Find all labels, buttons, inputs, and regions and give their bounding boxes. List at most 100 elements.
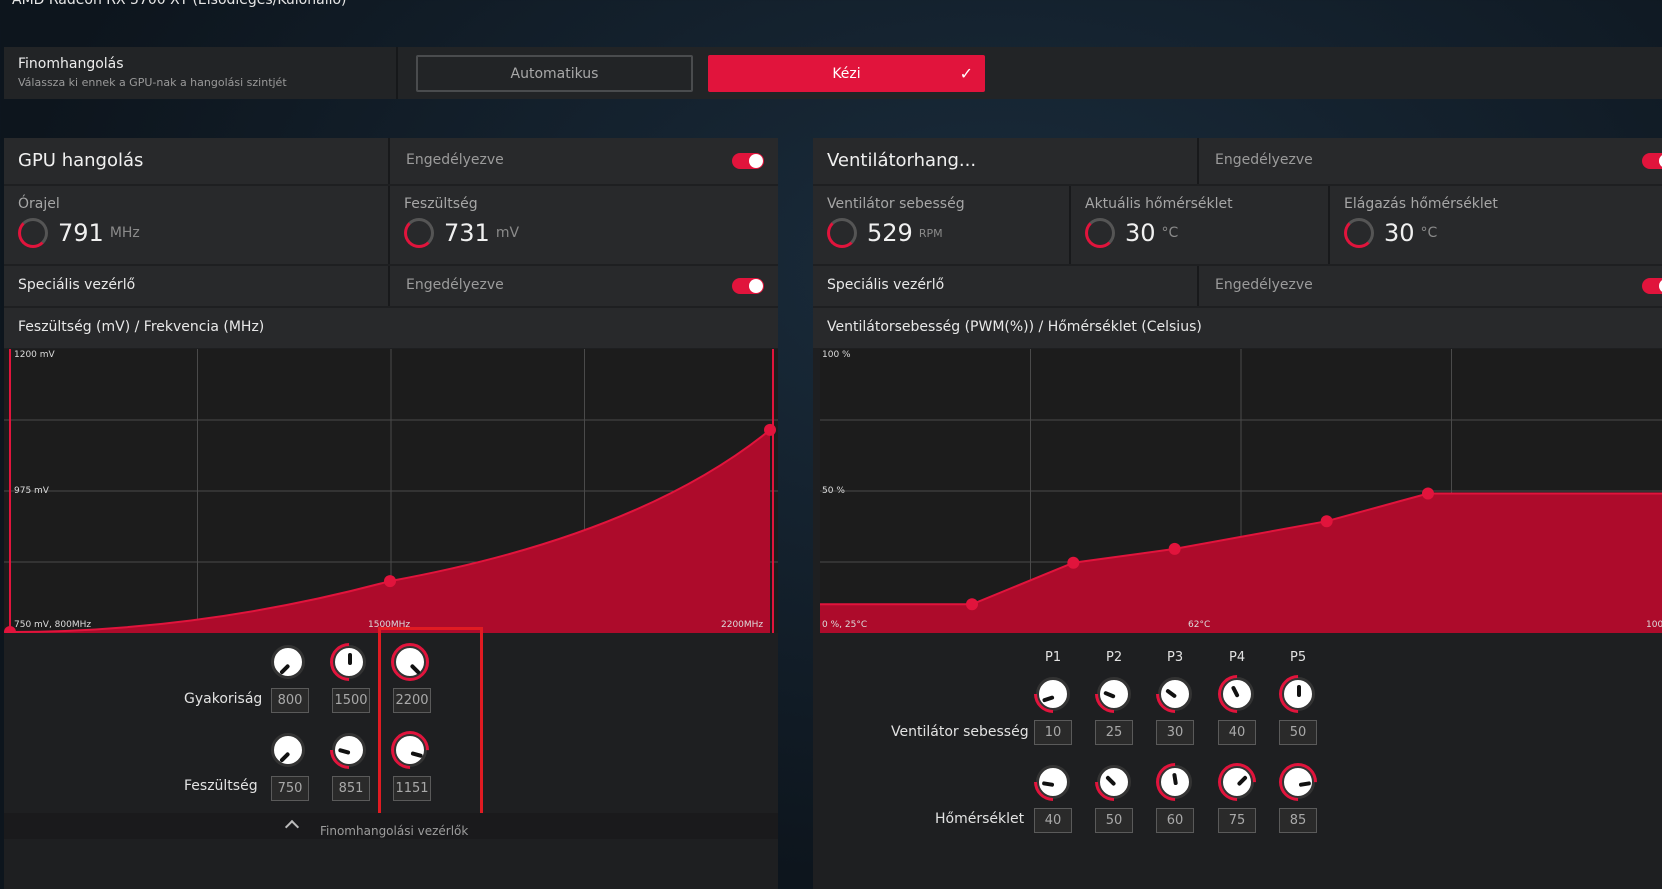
voltage-point-3 [764, 423, 776, 436]
voltage-knob-1[interactable] [271, 733, 305, 767]
gpu-x-mid-label: 1500MHz [368, 620, 411, 630]
junction-temp-label: Elágazás hőmérséklet [1344, 196, 1498, 212]
knob-needle [1297, 685, 1301, 697]
fan-special-enabled-cell: Engedélyezve [1199, 266, 1662, 306]
fan-point-5 [1422, 487, 1434, 500]
gpu-special-label: Speciális vezérlő [18, 277, 136, 293]
gpu-special-toggle[interactable] [732, 278, 764, 294]
gpu-special-row: Speciális vezérlő Engedélyezve [4, 266, 778, 306]
fan-origin-label: 0 %, 25°C [822, 620, 868, 630]
gpu-special-enabled: Engedélyezve [406, 277, 504, 293]
voltage-value-2[interactable]: 851 [332, 776, 370, 801]
frequency-value-1[interactable]: 800 [271, 688, 309, 713]
voltage-metric: Feszültség 731 mV [390, 186, 778, 264]
temperature-knob-p5[interactable] [1271, 755, 1325, 809]
junction-temp-unit: °C [1420, 225, 1438, 241]
fan-speed-value-p3[interactable]: 30 [1156, 720, 1194, 745]
fan-speed-value-p5[interactable]: 50 [1279, 720, 1317, 745]
junction-temp-gauge-icon [1344, 218, 1374, 248]
clock-value: 791 [58, 219, 104, 247]
temperature-value-p3[interactable]: 60 [1156, 808, 1194, 833]
voltage-knob-2[interactable] [322, 723, 376, 777]
fan-special-label: Speciális vezérlő [827, 277, 945, 293]
manual-label: Kézi [832, 65, 861, 82]
gpu-y-top-label: 1200 mV [14, 350, 55, 360]
frequency-knob-1[interactable] [271, 645, 305, 679]
voltage-row-label: Feszültség [184, 778, 258, 794]
tuning-controls-footer[interactable]: Finomhangolási vezérlők [4, 813, 778, 839]
fan-tuning-toggle[interactable] [1642, 153, 1662, 169]
fan-speed-temperature-svg [820, 349, 1662, 633]
frequency-value-2[interactable]: 1500 [332, 688, 370, 713]
temperature-knob-p3[interactable] [1148, 755, 1202, 809]
knob-needle [348, 653, 352, 665]
point-label-p1: P1 [1045, 650, 1062, 665]
tuning-title: Finomhangolás [18, 56, 124, 72]
voltage-value-1[interactable]: 750 [271, 776, 309, 801]
point-label-p5: P5 [1290, 650, 1307, 665]
voltage-curve-area [10, 429, 770, 633]
junction-temp-value: 30 [1384, 219, 1415, 247]
gpu-enabled-label: Engedélyezve [406, 152, 504, 168]
fan-enabled-cell: Engedélyezve [1199, 138, 1662, 184]
tuning-info: Finomhangolás Válassza ki ennek a GPU-na… [4, 47, 398, 99]
gpu-header-row: GPU hangolás Engedélyezve [4, 138, 778, 184]
temperature-knob-p2[interactable] [1087, 755, 1141, 809]
gpu-graph-title: Feszültség (mV) / Frekvencia (MHz) [18, 319, 265, 335]
voltage-unit: mV [495, 225, 520, 241]
voltage-knob-3[interactable] [383, 723, 437, 777]
fan-speed-knob-p4[interactable] [1210, 667, 1264, 721]
temperature-value-p5[interactable]: 85 [1279, 808, 1317, 833]
gpu-x-end-label: 2200MHz [721, 620, 764, 630]
current-temp-gauge-icon [1085, 218, 1115, 248]
current-temp-value: 30 [1125, 219, 1156, 247]
fan-speed-knob-p1[interactable] [1026, 667, 1080, 721]
clock-gauge-icon [18, 218, 48, 248]
voltage-point-2 [384, 575, 396, 588]
point-label-p3: P3 [1167, 650, 1184, 665]
tuning-controls-label: Finomhangolási vezérlők [320, 824, 469, 838]
fan-speed-temperature-graph[interactable]: 100 % 50 % 0 %, 25°C 62°C 100° [820, 349, 1662, 633]
fan-y-top-label: 100 % [822, 350, 851, 360]
automatic-button[interactable]: Automatikus [416, 55, 693, 92]
tuning-mode-row: Finomhangolás Válassza ki ennek a GPU-na… [4, 47, 1662, 99]
temperature-value-p2[interactable]: 50 [1095, 808, 1133, 833]
clock-unit: MHz [109, 225, 140, 241]
frequency-value-3[interactable]: 2200 [393, 688, 431, 713]
fan-point-1 [966, 598, 978, 611]
voltage-point-1 [4, 626, 16, 633]
clock-metric: Órajel 791 MHz [4, 186, 390, 264]
fan-speed-value-p4[interactable]: 40 [1218, 720, 1256, 745]
temperature-knob-p1[interactable] [1026, 755, 1080, 809]
fan-tuning-title: Ventilátorhang... [827, 150, 977, 171]
voltage-frequency-graph[interactable]: 1200 mV 975 mV 750 mV, 800MHz 1500MHz 22… [4, 349, 778, 633]
temperature-value-p1[interactable]: 40 [1034, 808, 1072, 833]
fan-special-row: Speciális vezérlő Engedélyezve [813, 266, 1662, 306]
gpu-enabled-cell: Engedélyezve [390, 138, 778, 184]
voltage-value-3[interactable]: 1151 [393, 776, 431, 801]
voltage-frequency-svg [4, 349, 778, 633]
fan-speed-value: 529 [867, 219, 913, 247]
frequency-knob-2[interactable] [322, 635, 376, 689]
gpu-tuning-toggle[interactable] [732, 153, 764, 169]
fan-special-cell: Speciális vezérlő [813, 266, 1199, 306]
current-temp-metric: Aktuális hőmérséklet 30 °C [1071, 186, 1330, 264]
fan-speed-knob-p5[interactable] [1271, 667, 1325, 721]
fan-speed-unit: RPM [918, 226, 943, 240]
point-label-p4: P4 [1229, 650, 1246, 665]
fan-speed-value-p1[interactable]: 10 [1034, 720, 1072, 745]
fan-special-toggle[interactable] [1642, 278, 1662, 294]
frequency-row-label: Gyakoriság [184, 691, 263, 707]
frequency-knob-3[interactable] [383, 635, 437, 689]
fan-point-2 [1067, 556, 1080, 569]
fan-speed-value-p2[interactable]: 25 [1095, 720, 1133, 745]
gpu-y-mid-label: 975 mV [14, 486, 49, 496]
fan-point-4 [1320, 515, 1333, 528]
temperature-value-p4[interactable]: 75 [1218, 808, 1256, 833]
gpu-title-cell: GPU hangolás [4, 138, 390, 184]
temperature-knob-p4[interactable] [1210, 755, 1264, 809]
fan-speed-knob-p3[interactable] [1148, 667, 1202, 721]
voltage-label: Feszültség [404, 196, 478, 212]
fan-speed-knob-p2[interactable] [1087, 667, 1141, 721]
manual-button[interactable]: Kézi ✓ [708, 55, 985, 92]
